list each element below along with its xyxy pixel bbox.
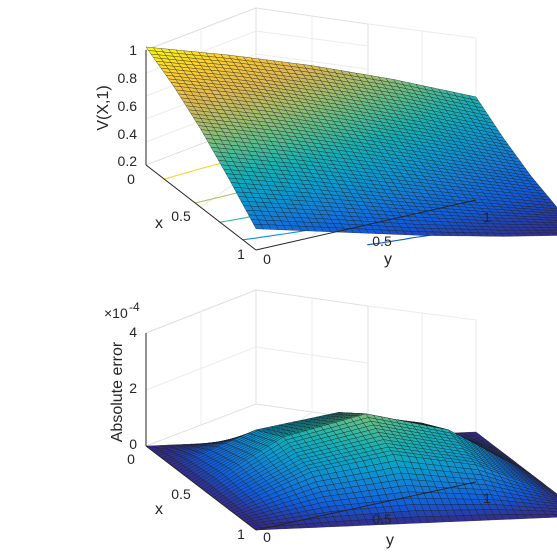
top-axis-lines (145, 50, 477, 251)
bottom-xlabel: x (155, 501, 163, 518)
top-ytick-0: 0 (263, 251, 271, 267)
top-surface-plot: 1 0.8 0.6 0.4 0.2 0 0.5 1 0 0.5 1 x y V(… (95, 7, 557, 268)
bottom-xtick-05: 0.5 (171, 486, 191, 502)
top-ztick-1: 1 (129, 42, 137, 58)
top-surface-cell (548, 227, 557, 231)
bottom-multiplier-base: ×10 (104, 305, 128, 321)
top-surface-cell (553, 232, 557, 236)
bottom-surface-plot: 4 2 0 ×10 -4 0 0.5 1 0 0.5 1 x y Absolut… (104, 289, 557, 549)
bottom-ytick-1: 1 (483, 490, 491, 506)
top-xtick-05: 0.5 (171, 208, 191, 224)
top-z-ticks: 1 0.8 0.6 0.4 0.2 (118, 42, 138, 169)
top-y-ticks: 0 0.5 1 (263, 209, 491, 267)
top-ytick-05: 0.5 (372, 233, 392, 249)
bottom-zlabel: Absolute error (109, 341, 126, 442)
top-contour-line (164, 160, 229, 180)
top-ztick-08: 0.8 (118, 70, 138, 86)
bottom-multiplier-exp: -4 (129, 300, 140, 314)
top-xtick-1: 1 (237, 246, 245, 262)
top-surface-cell (553, 217, 557, 221)
top-surface-cell (548, 212, 557, 216)
top-surface-cell (553, 210, 557, 214)
top-surface (145, 46, 557, 237)
top-surface-cell (548, 205, 557, 210)
top-surface-cell (550, 222, 557, 226)
bottom-ztick-0: 0 (129, 436, 137, 452)
top-ztick-02: 0.2 (118, 153, 138, 169)
top-ytick-1: 1 (483, 209, 491, 225)
bottom-ytick-05: 0.5 (372, 511, 392, 527)
top-surface-cell (550, 215, 557, 219)
top-ylabel: y (384, 251, 392, 268)
bottom-xtick-0: 0 (127, 451, 135, 467)
top-zlabel: V(X,1) (95, 85, 112, 130)
top-surface-cell (550, 208, 557, 212)
bottom-ztick-4: 4 (129, 324, 137, 340)
bottom-xtick-1: 1 (237, 526, 245, 542)
top-xlabel: x (155, 215, 163, 232)
top-surface-cell (553, 224, 557, 228)
top-x-ticks: 0 0.5 1 (127, 171, 245, 262)
bottom-back-grid (145, 298, 477, 434)
bottom-z-ticks: 4 2 0 (129, 324, 137, 452)
bottom-surface (145, 412, 557, 531)
bottom-ztick-2: 2 (129, 380, 137, 396)
top-ztick-04: 0.4 (118, 126, 138, 142)
bottom-ytick-0: 0 (263, 529, 271, 545)
top-surface-cell (548, 219, 557, 223)
top-surface-cell (550, 230, 557, 234)
bottom-axis-multiplier: ×10 -4 (104, 300, 140, 321)
top-ztick-06: 0.6 (118, 98, 138, 114)
top-xtick-0: 0 (127, 171, 135, 187)
bottom-ylabel: y (386, 532, 394, 549)
